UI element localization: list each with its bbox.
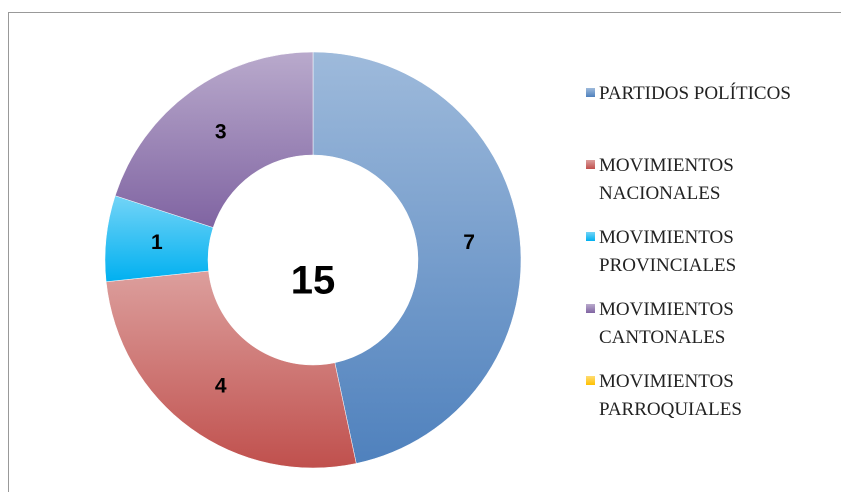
legend-item: MOVIMIENTOS CANTONALES — [586, 296, 826, 368]
data-label: 4 — [215, 375, 227, 398]
donut-slice — [312, 51, 522, 464]
legend-label: MOVIMIENTOS CANTONALES — [599, 299, 734, 348]
legend-label: MOVIMIENTOS PROVINCIALES — [599, 227, 737, 276]
data-label: 7 — [463, 231, 475, 254]
legend-label: MOVIMIENTOS PARROQUIALES — [599, 371, 742, 420]
legend: PARTIDOS POLÍTICOS MOVIMIENTOS NACIONALES… — [586, 80, 826, 440]
legend-swatch — [586, 232, 595, 241]
legend-label: MOVIMIENTOS NACIONALES — [599, 155, 734, 204]
center-total: 15 — [291, 259, 336, 303]
legend-swatch — [586, 304, 595, 313]
legend-item: PARTIDOS POLÍTICOS — [586, 80, 826, 152]
legend-item: MOVIMIENTOS NACIONALES — [586, 152, 826, 224]
legend-label: PARTIDOS POLÍTICOS — [599, 83, 791, 104]
data-label: 1 — [151, 231, 163, 254]
legend-swatch — [586, 88, 595, 97]
data-label: 3 — [215, 121, 227, 144]
legend-item: MOVIMIENTOS PARROQUIALES — [586, 368, 826, 440]
donut-slice — [105, 270, 357, 469]
donut-slice — [114, 51, 314, 228]
legend-swatch — [586, 376, 595, 385]
legend-item: MOVIMIENTOS PROVINCIALES — [586, 224, 826, 296]
chart-frame — [8, 12, 841, 492]
legend-swatch — [586, 160, 595, 169]
